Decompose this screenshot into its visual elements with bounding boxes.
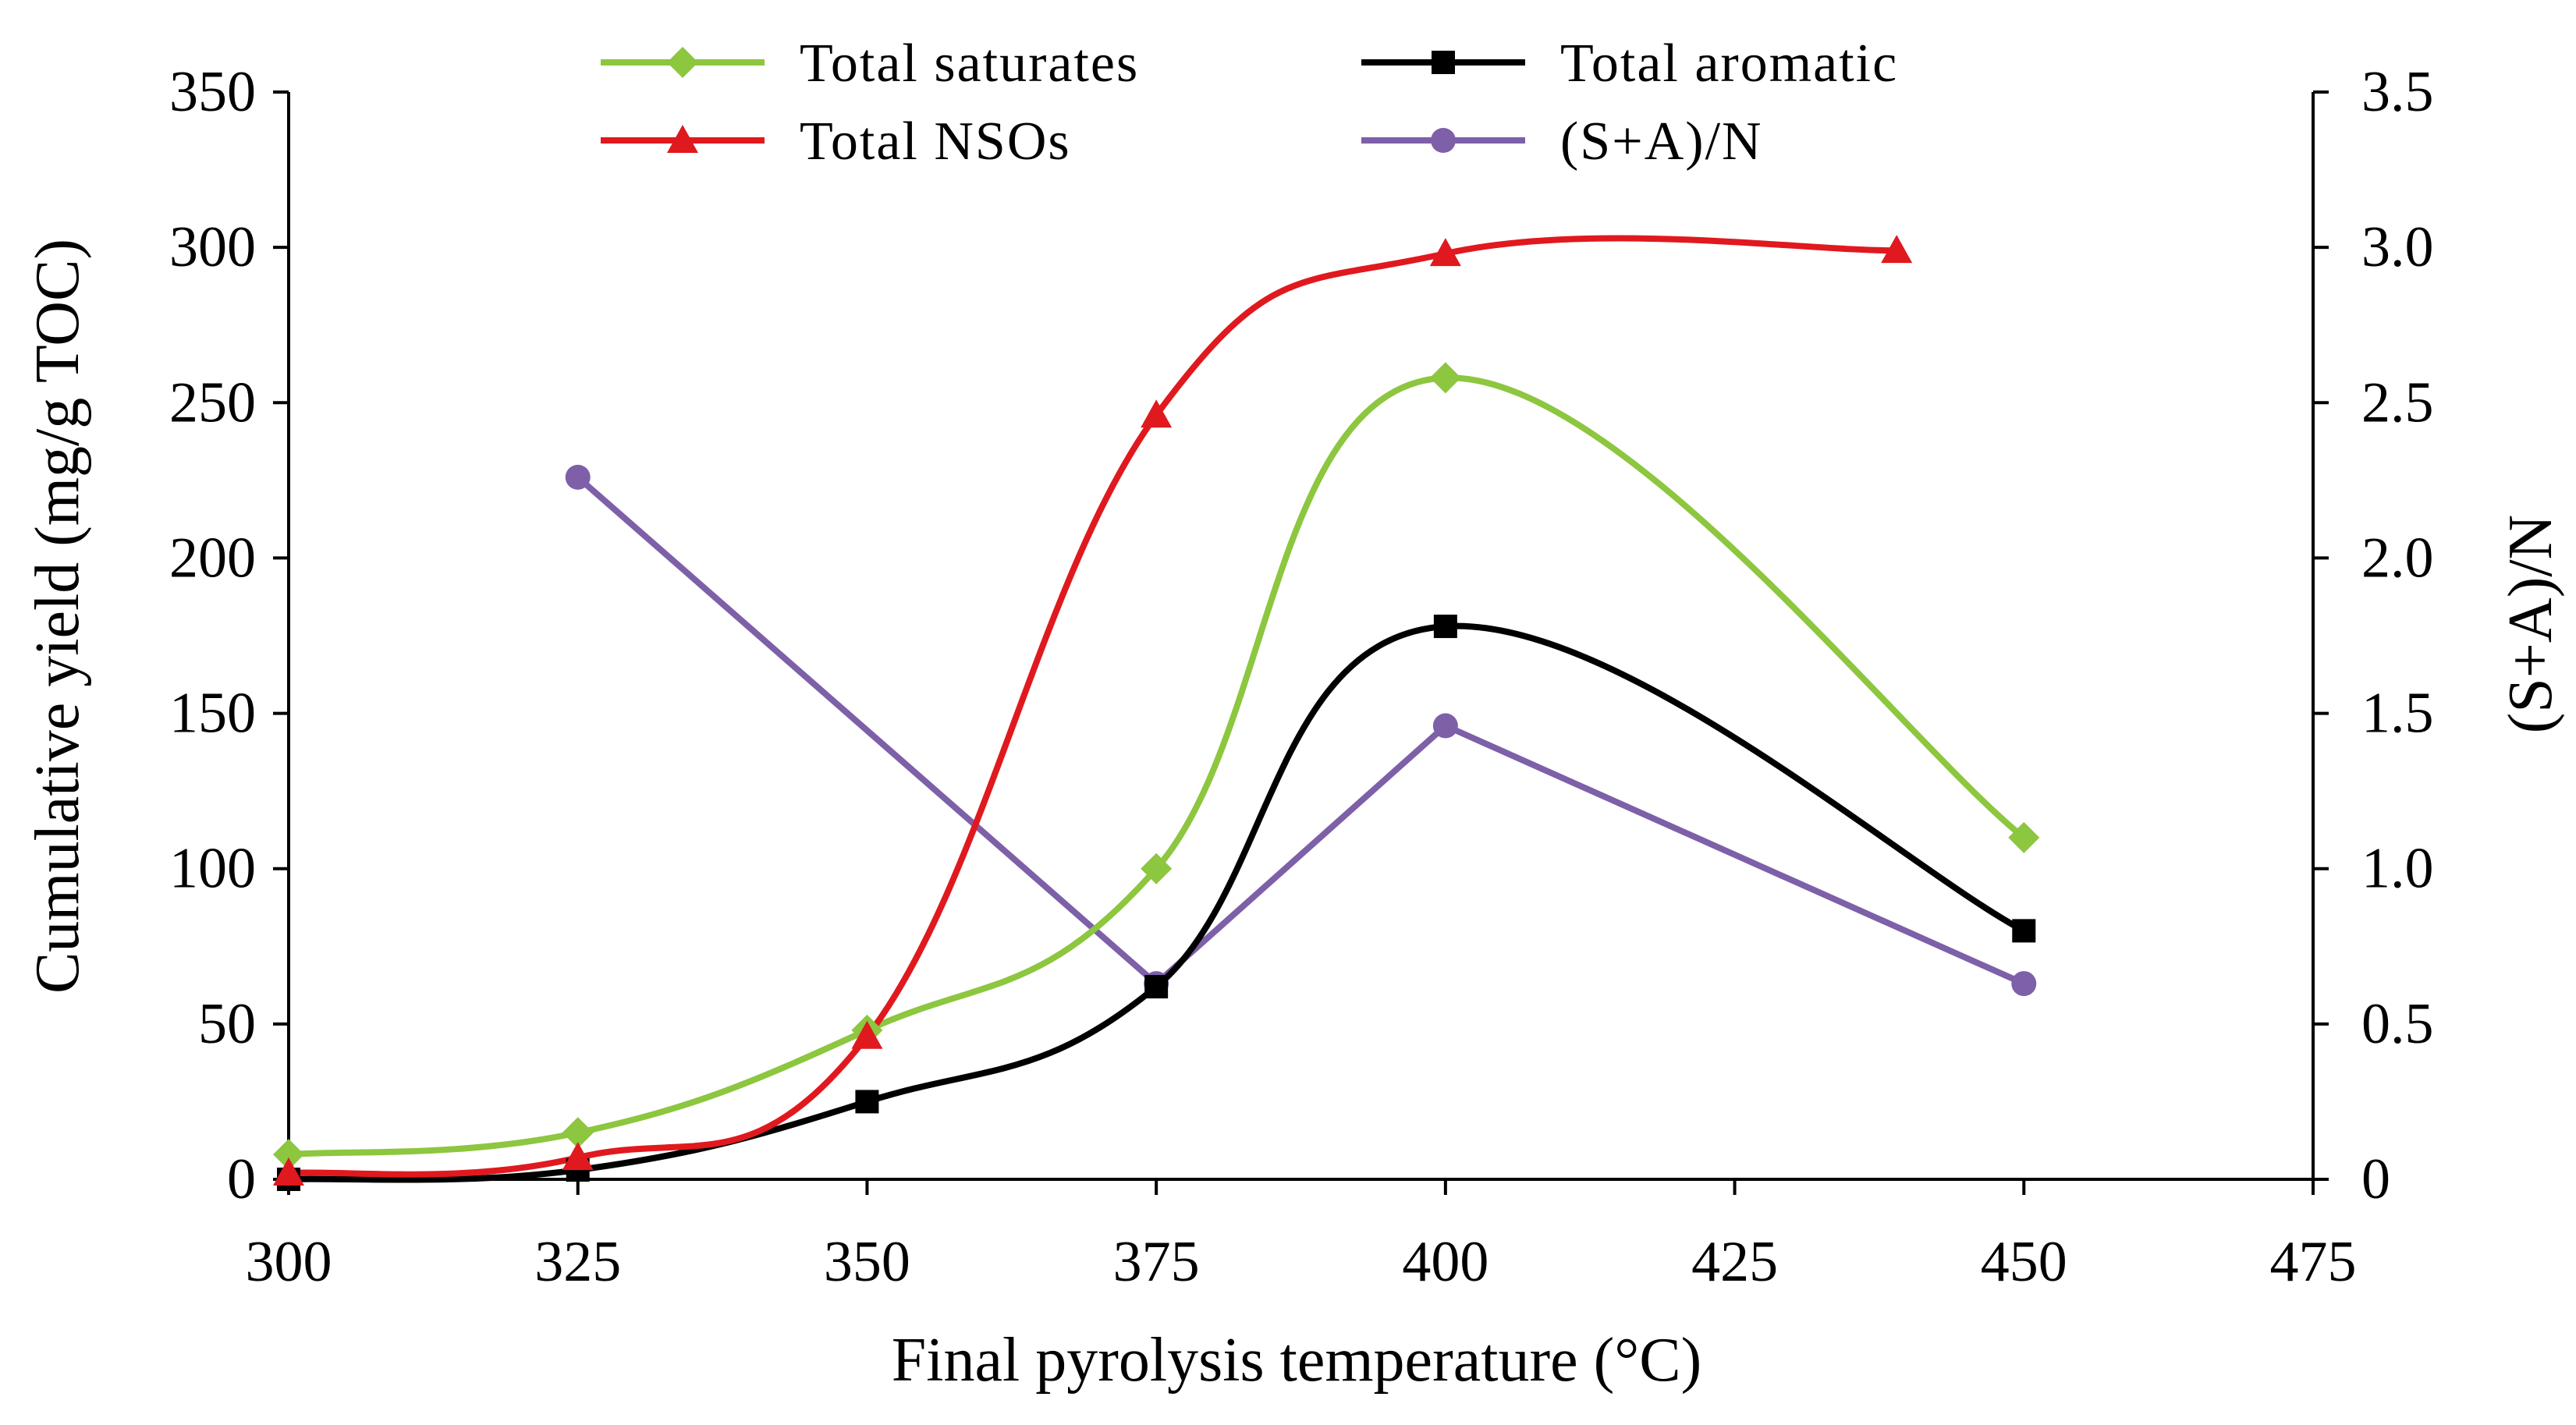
data-point-s-a-n <box>1432 713 1458 739</box>
axes <box>287 92 2315 1181</box>
y-axis-title: Cumulative yield (mg/g TOC) <box>23 239 92 994</box>
series-markers <box>273 235 2040 1191</box>
legend: Total saturates Total aromatic Total NSOs (… <box>601 34 1898 172</box>
legend-label-s-a-n: (S+A)/N <box>1560 112 1763 172</box>
y2-tick-label: 2.0 <box>2361 526 2434 590</box>
x-tick-label: 375 <box>1113 1230 1200 1294</box>
data-point-total-nsos <box>1141 399 1173 428</box>
legend-marker-total-aromatic <box>1432 51 1455 74</box>
data-point-total-aromatic <box>2012 919 2036 943</box>
data-point-total-aromatic <box>1144 975 1169 999</box>
legend-label-total-aromatic: Total aromatic <box>1560 34 1898 94</box>
y-tick-label: 0 <box>227 1147 256 1211</box>
data-point-total-nsos <box>273 1157 304 1186</box>
y2-tick-label: 0.5 <box>2361 992 2434 1056</box>
x-tick-label: 425 <box>1691 1230 1778 1294</box>
x-tick-label: 475 <box>2270 1230 2357 1294</box>
series-lines <box>286 235 2028 1183</box>
x-tick-label: 300 <box>246 1230 332 1294</box>
data-point-total-nsos <box>851 1020 883 1049</box>
data-point-total-nsos <box>1881 235 1913 264</box>
y2-tick-label: 3.0 <box>2361 215 2434 279</box>
data-point-total-saturates <box>1141 853 1173 884</box>
y-tick-label: 100 <box>169 837 256 901</box>
data-point-total-nsos <box>1429 238 1461 267</box>
data-point-s-a-n <box>565 464 591 490</box>
x-tick-label: 450 <box>1981 1230 2067 1294</box>
y-tick-label: 50 <box>198 992 256 1056</box>
data-point-total-nsos <box>562 1142 594 1171</box>
x-axis-title: Final pyrolysis temperature (°C) <box>892 1326 1701 1395</box>
y2-tick-label: 1.0 <box>2361 837 2434 901</box>
series-line-s-a-n <box>574 473 2028 987</box>
y2-tick-label: 0 <box>2361 1147 2390 1211</box>
data-point-total-saturates <box>273 1139 304 1171</box>
data-point-total-saturates <box>2008 821 2040 853</box>
series-line-total-aromatic <box>286 622 2028 1183</box>
y2-tick-label: 3.5 <box>2361 60 2434 124</box>
series-line-total-saturates <box>286 374 2028 1158</box>
x-tick-label: 400 <box>1402 1230 1488 1294</box>
y-tick-label: 350 <box>169 60 256 124</box>
data-point-total-saturates <box>562 1117 594 1149</box>
legend-marker-total-nsos <box>667 125 698 153</box>
y-tick-label: 300 <box>169 215 256 279</box>
y2-axis-title: (S+A)/N <box>2496 515 2565 734</box>
axis-ticks: 300 325 350 375 400 425 450 4750501001502002503… <box>169 60 2434 1294</box>
y2-tick-label: 2.5 <box>2361 370 2434 434</box>
x-tick-label: 350 <box>824 1230 910 1294</box>
legend-label-total-nsos: Total NSOs <box>800 112 1071 172</box>
data-point-total-aromatic <box>1433 615 1457 639</box>
data-point-total-aromatic <box>855 1090 879 1114</box>
data-point-total-saturates <box>1429 362 1461 394</box>
y-tick-label: 200 <box>169 526 256 590</box>
y2-tick-label: 1.5 <box>2361 682 2434 746</box>
y-tick-label: 250 <box>169 370 256 434</box>
legend-label-total-saturates: Total saturates <box>800 34 1139 94</box>
data-point-s-a-n <box>2011 971 2037 997</box>
legend-marker-s-a-n <box>1431 128 1456 153</box>
y-tick-label: 150 <box>169 682 256 746</box>
x-tick-label: 325 <box>534 1230 621 1294</box>
legend-marker-total-saturates <box>667 47 698 78</box>
